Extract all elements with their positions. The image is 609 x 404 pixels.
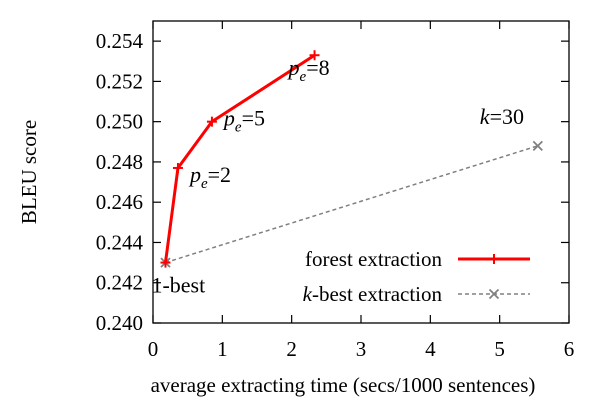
y-tick-label: 0.254 (96, 29, 144, 53)
annotation-label: 1-best (151, 273, 205, 298)
legend-marker-kbest (488, 288, 500, 300)
annotation-label: pe=5 (222, 106, 265, 136)
legend-swatch-forest (458, 254, 530, 264)
y-tick-label: 0.248 (96, 150, 143, 174)
y-tick-label: 0.252 (96, 69, 143, 93)
y-tick-label: 0.246 (96, 190, 143, 214)
y-tick-label: 0.240 (96, 311, 143, 335)
plot-frame (152, 20, 570, 324)
annotation-label: pe=8 (287, 55, 330, 85)
series-forest-extraction (160, 50, 320, 268)
series-layer (160, 50, 543, 268)
x-tick-label: 3 (356, 337, 367, 361)
x-tick-label: 4 (425, 337, 436, 361)
x-axis-title: average extracting time (secs/1000 sente… (151, 373, 536, 397)
annotation-label: k=30 (480, 104, 524, 129)
x-tick-label: 2 (286, 337, 297, 361)
forest-line (163, 53, 316, 263)
x-tick-labels: 0 1 2 3 4 5 6 (148, 337, 575, 361)
kbest-line (165, 145, 539, 264)
x-tick-label: 1 (217, 337, 228, 361)
x-tick-label: 0 (148, 337, 159, 361)
annotation-label: pe=2 (188, 162, 231, 192)
kbest-point (532, 140, 543, 151)
y-axis-title: BLEU score (17, 120, 41, 224)
x-tick-label: 6 (564, 337, 575, 361)
annotations: pe=2 pe=5 pe=8 1-best k=30 (151, 55, 524, 297)
y-tick-label: 0.242 (96, 271, 143, 295)
x-tick-label: 5 (494, 337, 505, 361)
y-tick-labels: 0.240 0.242 0.244 0.246 0.248 0.250 0.252 0.254 (96, 29, 144, 335)
legend-label-kbest: k-best extraction (303, 282, 443, 306)
y-tick-label: 0.250 (96, 110, 143, 134)
legend-swatch-kbest (458, 288, 530, 300)
legend: forest extraction k-best extraction (303, 247, 530, 306)
legend-label-forest: forest extraction (305, 247, 443, 271)
y-tick-label: 0.244 (96, 230, 144, 254)
